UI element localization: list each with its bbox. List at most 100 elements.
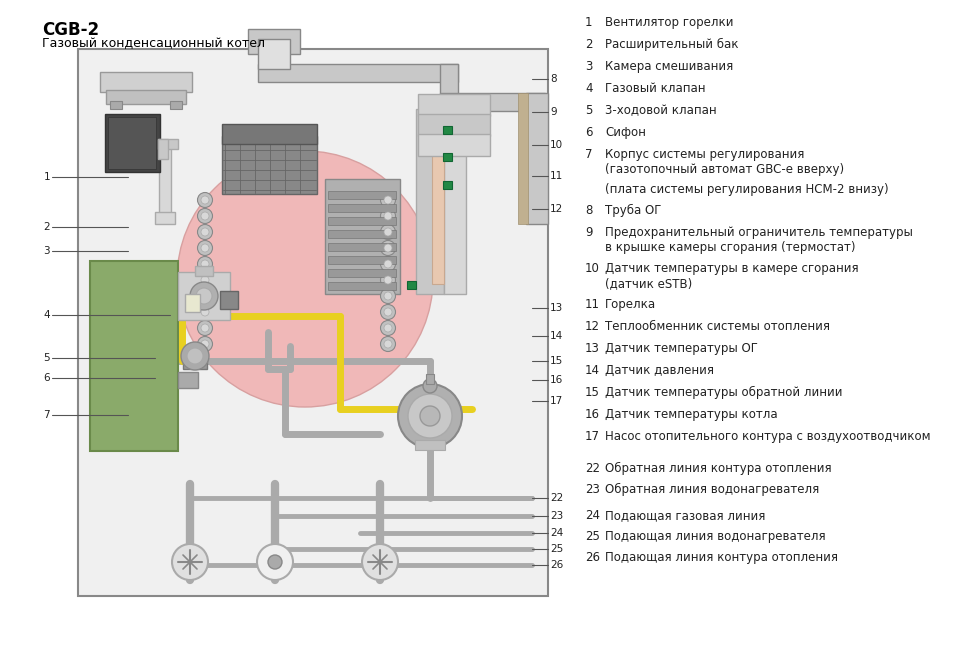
Text: 7: 7 (43, 410, 50, 420)
Text: 14: 14 (550, 331, 564, 341)
Bar (415, 440, 445, 450)
Bar (426, 374, 434, 384)
Circle shape (201, 212, 209, 220)
Circle shape (384, 276, 392, 284)
Circle shape (190, 282, 218, 310)
Text: Обратная линия водонагревателя: Обратная линия водонагревателя (605, 483, 819, 496)
Text: Датчик температуры в камере сгорания: Датчик температуры в камере сгорания (605, 262, 858, 275)
Circle shape (257, 544, 293, 580)
Bar (418, 134, 490, 156)
Circle shape (198, 272, 212, 288)
Bar (100, 72, 192, 92)
Bar (106, 90, 186, 104)
Text: 16: 16 (585, 408, 600, 421)
Text: 26: 26 (585, 551, 600, 564)
Text: Вентилятор горелки: Вентилятор горелки (605, 16, 733, 29)
Bar (418, 114, 490, 136)
Bar (328, 204, 396, 212)
Bar (328, 191, 396, 199)
Text: 22: 22 (550, 493, 564, 503)
Circle shape (380, 337, 396, 351)
Circle shape (380, 224, 396, 240)
Text: 15: 15 (550, 356, 564, 366)
Bar (328, 230, 396, 238)
Text: Датчик давления: Датчик давления (605, 364, 714, 377)
Bar (158, 139, 168, 159)
Bar (418, 94, 490, 116)
Text: (плата системы регулирования НСМ-2 внизу): (плата системы регулирования НСМ-2 внизу… (605, 183, 889, 196)
Bar (416, 109, 444, 294)
Bar (443, 181, 452, 189)
Text: 25: 25 (550, 544, 564, 554)
Text: Камера смешивания: Камера смешивания (605, 60, 733, 73)
Circle shape (384, 292, 392, 300)
Text: 9: 9 (550, 107, 557, 117)
Circle shape (384, 340, 392, 348)
Text: Корпус системы регулирования: Корпус системы регулирования (605, 148, 804, 161)
Bar (444, 109, 466, 294)
Bar (328, 256, 396, 264)
Circle shape (398, 384, 462, 448)
Circle shape (187, 348, 203, 364)
Circle shape (384, 212, 392, 220)
Text: 12: 12 (585, 320, 600, 333)
Text: 8: 8 (550, 74, 557, 84)
Circle shape (380, 305, 396, 319)
Circle shape (408, 394, 452, 438)
Text: 15: 15 (585, 386, 600, 399)
Text: Теплообменник системы отопления: Теплообменник системы отопления (605, 320, 830, 333)
Text: 5: 5 (585, 104, 592, 117)
Bar (170, 101, 182, 109)
Circle shape (380, 193, 396, 207)
Circle shape (384, 260, 392, 268)
Circle shape (201, 260, 209, 268)
Text: 14: 14 (585, 364, 600, 377)
Circle shape (362, 544, 398, 580)
Circle shape (198, 193, 212, 207)
Circle shape (380, 321, 396, 335)
Text: 12: 12 (550, 204, 564, 214)
Text: 1: 1 (585, 16, 592, 29)
Bar (90, 261, 178, 451)
Text: 3: 3 (585, 60, 592, 73)
Circle shape (172, 544, 208, 580)
Bar (407, 281, 416, 289)
Text: 17: 17 (585, 430, 600, 443)
Circle shape (196, 288, 212, 304)
Text: Газовый конденсационный котел: Газовый конденсационный котел (42, 37, 265, 50)
Text: в крышке камеры сгорания (термостат): в крышке камеры сгорания (термостат) (605, 241, 855, 254)
Circle shape (198, 224, 212, 240)
Text: 24: 24 (550, 528, 564, 538)
Circle shape (380, 272, 396, 288)
Bar (328, 217, 396, 225)
Circle shape (384, 308, 392, 316)
Bar (328, 282, 396, 290)
Bar (185, 294, 200, 312)
Text: 8: 8 (585, 204, 592, 217)
Text: Газовый клапан: Газовый клапан (605, 82, 706, 95)
Bar (443, 126, 452, 134)
Text: Насос отопительного контура с воздухоотводчиком: Насос отопительного контура с воздухоотв… (605, 430, 930, 443)
Text: 6: 6 (43, 373, 50, 383)
Bar (222, 124, 317, 144)
Text: 25: 25 (585, 530, 600, 543)
Text: Подающая линия контура отопления: Подающая линия контура отопления (605, 551, 838, 564)
Text: 10: 10 (550, 140, 564, 150)
Bar (440, 64, 458, 109)
Circle shape (380, 256, 396, 272)
Circle shape (177, 151, 433, 407)
Circle shape (198, 305, 212, 319)
Text: 23: 23 (550, 511, 564, 521)
Circle shape (201, 340, 209, 348)
Circle shape (420, 406, 440, 426)
Text: 23: 23 (585, 483, 600, 496)
Bar (110, 101, 122, 109)
Text: 4: 4 (43, 310, 50, 320)
Circle shape (380, 208, 396, 224)
Circle shape (201, 324, 209, 332)
Bar (248, 29, 300, 54)
Circle shape (201, 196, 209, 204)
Text: (газотопочный автомат GBC-e вверху): (газотопочный автомат GBC-e вверху) (605, 163, 844, 176)
Circle shape (198, 337, 212, 351)
Bar (222, 136, 317, 194)
